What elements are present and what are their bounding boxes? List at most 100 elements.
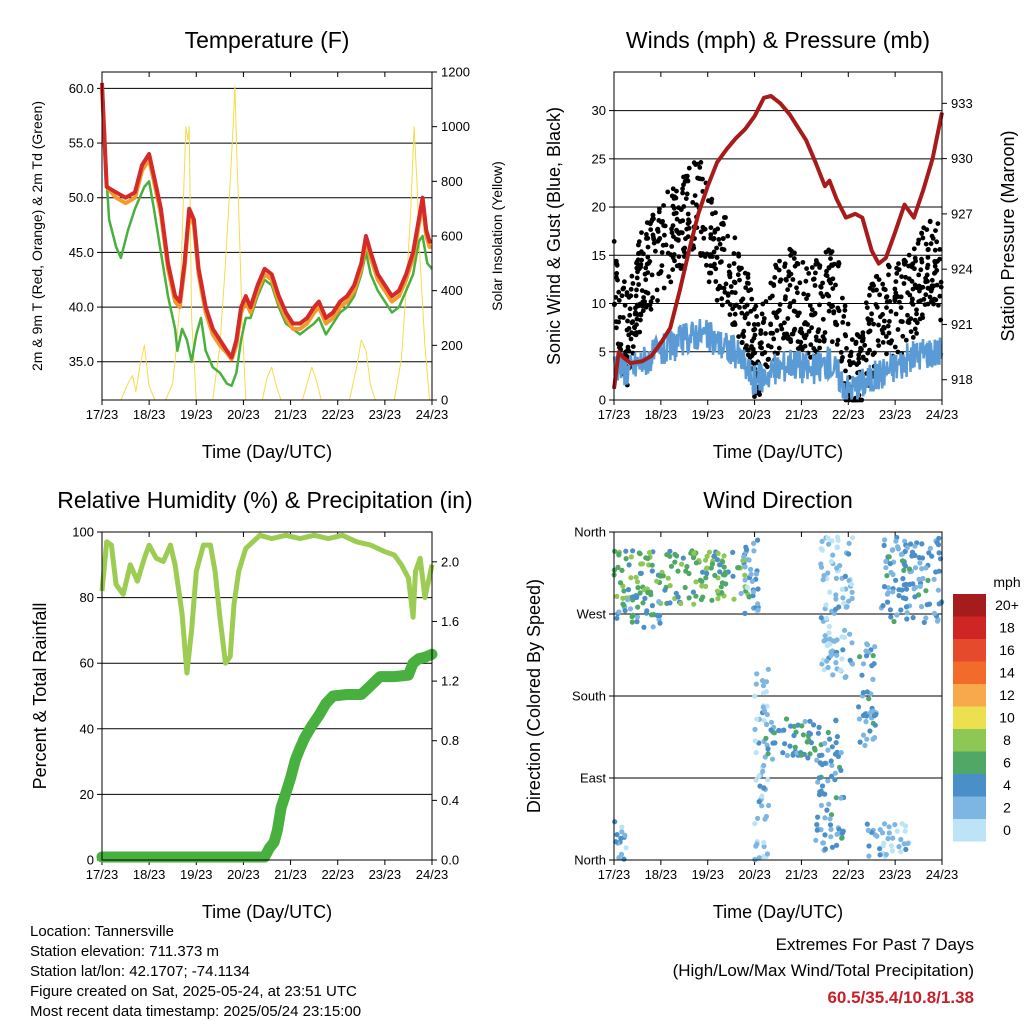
- gust-point: [898, 294, 904, 300]
- gust-point: [722, 215, 727, 220]
- gust-point: [694, 202, 699, 208]
- direction-point: [634, 619, 640, 625]
- x-tick-label: 18/23: [645, 407, 678, 422]
- direction-point: [617, 580, 624, 586]
- gust-point: [751, 322, 757, 327]
- direction-point: [730, 573, 736, 579]
- direction-point: [756, 799, 762, 805]
- gust-point: [753, 303, 759, 309]
- gust-point: [886, 264, 892, 270]
- direction-point: [719, 580, 726, 586]
- direction-point: [902, 538, 908, 544]
- y-right-tick-label: 921: [951, 317, 973, 332]
- direction-point: [815, 814, 821, 820]
- gust-point: [731, 261, 737, 266]
- direction-point: [750, 593, 756, 599]
- direction-point: [715, 550, 721, 556]
- direction-point: [748, 566, 754, 573]
- gust-point: [817, 302, 822, 308]
- gust-point: [830, 263, 835, 268]
- direction-point: [888, 614, 894, 620]
- gust-point: [906, 252, 912, 258]
- direction-point: [833, 606, 839, 612]
- gust-point: [823, 272, 829, 278]
- gust-point: [683, 196, 689, 202]
- gust-point: [649, 272, 655, 278]
- gust-point: [927, 218, 933, 224]
- direction-point: [826, 801, 832, 807]
- direction-point: [921, 619, 927, 626]
- gust-point: [923, 241, 929, 247]
- gust-point: [636, 282, 641, 287]
- direction-point: [863, 653, 870, 659]
- direction-point: [742, 564, 748, 570]
- direction-point: [693, 593, 699, 599]
- gust-point: [745, 352, 751, 358]
- gust-point: [913, 258, 918, 264]
- direction-point: [784, 752, 791, 759]
- direction-point: [645, 589, 651, 596]
- direction-point: [673, 590, 679, 596]
- direction-point: [776, 727, 782, 734]
- gust-point: [836, 308, 842, 314]
- gust-point: [903, 274, 908, 280]
- colorbar-level: 12: [999, 687, 1015, 703]
- gust-point: [902, 257, 907, 263]
- gust-point: [795, 346, 801, 351]
- gust-point: [785, 316, 791, 321]
- gust-point: [914, 331, 919, 336]
- direction-point: [764, 721, 770, 728]
- x-tick-label: 17/23: [86, 867, 119, 882]
- gust-point: [844, 346, 849, 351]
- gust-point: [908, 329, 914, 334]
- direction-point: [828, 834, 834, 840]
- chart-title: Relative Humidity (%) & Precipitation (i…: [57, 487, 472, 513]
- gust-point: [860, 330, 866, 335]
- y-axis-label: Sonic Wind & Gust (Blue, Black): [544, 107, 564, 365]
- gust-point: [924, 272, 930, 278]
- direction-point: [638, 561, 644, 567]
- direction-point: [623, 556, 629, 562]
- direction-point: [637, 570, 644, 577]
- direction-point: [891, 618, 897, 625]
- gust-point: [773, 262, 778, 268]
- direction-point: [904, 610, 910, 616]
- direction-point: [717, 569, 723, 575]
- gust-point: [820, 280, 825, 286]
- gust-point: [730, 306, 735, 312]
- gust-point: [812, 283, 818, 288]
- direction-point: [821, 572, 827, 579]
- direction-point: [614, 593, 620, 600]
- gust-point: [739, 310, 745, 316]
- gust-point: [719, 296, 725, 302]
- direction-point: [918, 604, 925, 610]
- gust-point: [922, 302, 928, 307]
- gust-point: [874, 287, 879, 293]
- direction-point: [620, 595, 626, 601]
- gust-point: [911, 246, 917, 252]
- y-tick-label: 60.0: [69, 81, 94, 96]
- direction-point: [612, 548, 618, 554]
- gust-point: [768, 322, 774, 328]
- gust-point: [864, 305, 870, 310]
- direction-point: [916, 576, 922, 583]
- gust-point: [895, 349, 901, 355]
- chart-title: Temperature (F): [185, 27, 350, 53]
- direction-point: [912, 543, 918, 549]
- direction-point: [703, 575, 709, 581]
- gust-point: [880, 312, 885, 317]
- gust-point: [792, 250, 797, 256]
- gust-point: [794, 285, 799, 291]
- gust-point: [887, 319, 892, 324]
- direction-point: [722, 569, 729, 575]
- direction-point: [821, 667, 827, 673]
- gust-point: [752, 394, 757, 399]
- direction-point: [761, 762, 767, 769]
- direction-point: [836, 827, 842, 833]
- direction-point: [616, 609, 622, 615]
- gust-point: [783, 277, 789, 282]
- direction-point: [787, 743, 793, 749]
- gust-point: [871, 321, 876, 327]
- direction-point: [672, 559, 678, 565]
- direction-point: [667, 583, 673, 589]
